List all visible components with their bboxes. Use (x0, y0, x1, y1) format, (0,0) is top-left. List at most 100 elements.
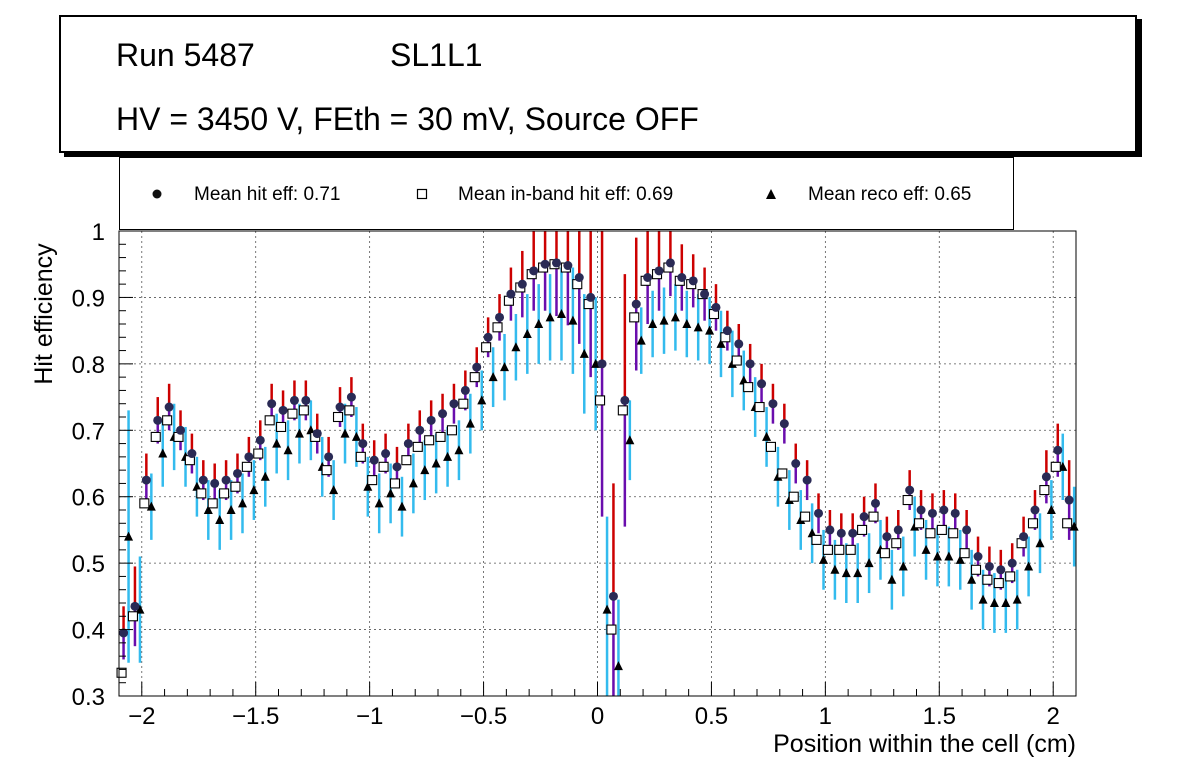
reco-marker (659, 315, 669, 325)
inband-marker (925, 528, 936, 539)
inband-marker (241, 461, 252, 472)
inband-marker (253, 448, 264, 459)
reco-marker (864, 558, 874, 568)
y-tick-label: 0.9 (72, 285, 105, 312)
run-conditions: HV = 3450 V, FEth = 30 mV, Source OFF (116, 101, 699, 137)
reco-marker (648, 319, 658, 328)
hit-marker (255, 435, 265, 445)
inband-marker (389, 478, 401, 489)
hit-marker (688, 276, 698, 286)
hit-marker (848, 528, 858, 538)
hit-marker (529, 266, 539, 276)
reco-marker (762, 431, 772, 441)
inband-marker (139, 498, 150, 509)
inband-marker (127, 611, 138, 622)
y-axis-label: Hit efficiency (30, 243, 58, 385)
hit-marker (164, 402, 174, 412)
hit-marker (916, 505, 926, 515)
hit-marker (757, 379, 767, 389)
hit-marker (449, 399, 459, 409)
hit-marker (791, 459, 801, 468)
hit-marker (973, 552, 983, 561)
hit-marker (210, 478, 220, 488)
markers-layer (116, 258, 1079, 678)
inband-marker (321, 465, 332, 476)
hit-marker (301, 395, 311, 405)
inband-marker (264, 415, 275, 426)
inband-marker (891, 538, 902, 549)
inband-marker (332, 411, 344, 423)
reco-marker (944, 551, 954, 561)
hit-marker (381, 449, 391, 459)
hit-marker (232, 468, 242, 478)
hit-marker (950, 508, 960, 518)
reco-marker (511, 342, 521, 352)
hit-marker (540, 259, 550, 269)
hit-marker (426, 415, 436, 425)
inband-marker (219, 488, 230, 499)
inband-marker (287, 408, 298, 419)
inband-marker (777, 468, 788, 479)
hit-marker (551, 258, 561, 268)
hit-marker (176, 425, 186, 435)
reco-marker (215, 514, 225, 524)
hit-marker (198, 475, 208, 485)
hit-marker (836, 528, 846, 538)
reco-marker (921, 544, 931, 554)
layer-label: SL1L1 (390, 37, 483, 73)
y-tick-label: 0.8 (72, 352, 105, 379)
inband-marker (948, 528, 959, 539)
inband-marker (765, 441, 777, 452)
y-tick-label: 0.6 (72, 485, 105, 512)
hit-marker (187, 449, 197, 459)
reco-marker (705, 325, 715, 335)
inband-marker (162, 415, 173, 426)
inband-marker (344, 405, 355, 416)
reco-marker (488, 372, 498, 382)
reco-marker (898, 561, 908, 571)
x-tick-label: 0.5 (695, 703, 728, 730)
hit-marker (700, 289, 710, 299)
hit-marker (1007, 558, 1017, 568)
reco-marker (249, 485, 259, 495)
reco-marker (329, 485, 339, 495)
reco-marker (602, 604, 612, 614)
hit-marker (130, 601, 140, 611)
inband-marker (150, 431, 161, 442)
inband-marker (401, 455, 412, 466)
hit-marker (506, 289, 516, 299)
y-tick-label: 0.4 (72, 618, 105, 645)
hit-marker (859, 512, 869, 522)
legend-marker-inband (416, 188, 428, 200)
hit-marker (472, 362, 482, 372)
hit-marker (324, 452, 334, 462)
hit-marker (870, 498, 880, 508)
x-tick-label: 1.5 (923, 703, 956, 730)
hit-marker (654, 266, 664, 276)
hit-marker (905, 485, 915, 495)
x-tick-label: −1 (356, 703, 383, 730)
y-tick-label: 0.5 (72, 551, 105, 578)
inband-marker (788, 491, 799, 502)
hit-marker (244, 452, 254, 462)
inband-marker (857, 524, 868, 535)
hit-marker (779, 419, 789, 429)
reco-marker (1035, 538, 1045, 548)
hit-marker (495, 312, 505, 322)
hit-marker (1041, 472, 1051, 482)
hit-marker (358, 439, 368, 449)
hit-marker (825, 525, 835, 535)
reco-marker (1001, 598, 1011, 607)
y-tick-label: 0.3 (72, 684, 105, 711)
inband-marker (435, 431, 446, 442)
inband-marker (424, 435, 435, 446)
reco-marker (534, 319, 544, 328)
hit-marker (403, 439, 413, 449)
reco-marker (477, 395, 487, 405)
x-tick-label: 0 (591, 703, 604, 730)
hit-marker (608, 591, 618, 601)
inband-marker (936, 524, 947, 535)
hit-marker (335, 402, 345, 412)
reco-marker (294, 428, 304, 438)
run-number: Run 5487 (116, 37, 255, 73)
